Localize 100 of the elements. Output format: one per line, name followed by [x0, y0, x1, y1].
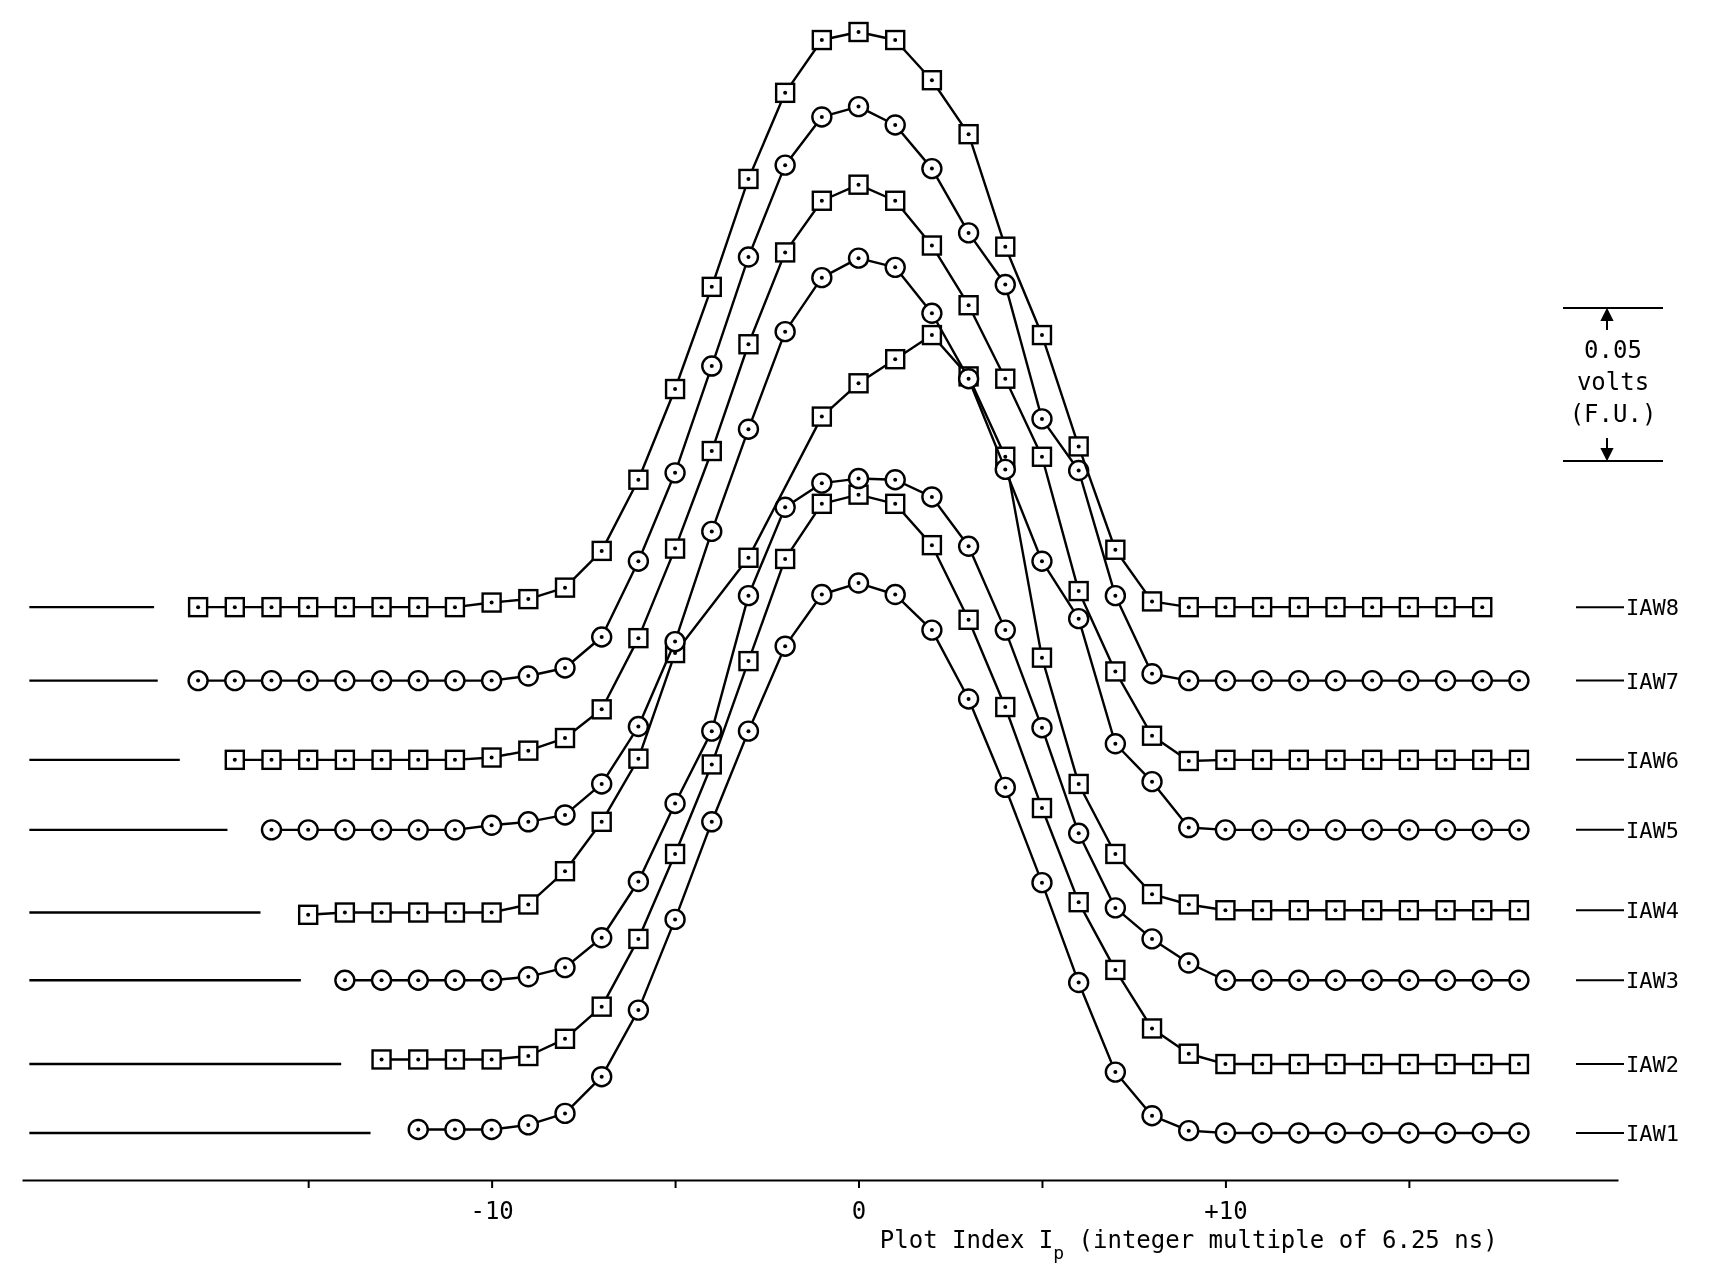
point [921, 235, 943, 256]
point [701, 720, 723, 742]
point [958, 609, 979, 630]
point [1141, 883, 1163, 905]
point [1104, 1061, 1127, 1083]
point [1068, 436, 1089, 457]
point [1324, 969, 1347, 991]
point [1398, 749, 1420, 771]
point [1067, 971, 1090, 994]
point [1031, 324, 1053, 346]
point [885, 493, 906, 515]
point [591, 927, 613, 949]
point [701, 811, 723, 833]
point [444, 1049, 466, 1070]
point [664, 630, 686, 653]
point [774, 548, 796, 570]
point [701, 754, 722, 775]
point [958, 295, 979, 316]
point [774, 635, 796, 657]
point [481, 902, 502, 923]
point [1067, 459, 1090, 482]
point [811, 266, 833, 289]
point [995, 368, 1016, 389]
point [774, 496, 796, 518]
point [737, 418, 760, 440]
point [701, 440, 722, 462]
point [1398, 669, 1420, 692]
point [554, 956, 576, 979]
point [297, 749, 319, 771]
point [811, 493, 833, 515]
point [1398, 1053, 1420, 1075]
point [921, 534, 943, 556]
point [1105, 661, 1126, 682]
point [408, 1049, 429, 1070]
point [1178, 1119, 1200, 1142]
point [737, 584, 760, 607]
point [884, 469, 906, 491]
point [1324, 669, 1347, 692]
point [480, 814, 503, 836]
point [334, 749, 356, 771]
point [738, 547, 759, 568]
point [957, 688, 980, 710]
point [921, 302, 943, 324]
legend-label: IAW7 [1626, 668, 1679, 694]
point [884, 583, 906, 606]
point [334, 669, 356, 692]
point [1325, 749, 1346, 771]
point [664, 462, 686, 484]
point [664, 538, 686, 559]
point [408, 749, 429, 771]
point [627, 870, 650, 893]
point [480, 969, 503, 991]
point [334, 969, 356, 991]
point [995, 696, 1016, 718]
point [1214, 1122, 1237, 1144]
point [518, 740, 539, 761]
x-tick-label: -10 [470, 1197, 514, 1226]
point [1361, 749, 1383, 771]
point [701, 355, 723, 377]
point [591, 996, 612, 1017]
point [554, 1102, 576, 1125]
point [1288, 900, 1309, 921]
point [774, 242, 796, 263]
point [1471, 1122, 1493, 1144]
point [1178, 1043, 1199, 1064]
point [811, 106, 833, 128]
point [1214, 819, 1237, 841]
point [737, 246, 760, 268]
point [1398, 819, 1420, 841]
point [664, 908, 686, 931]
point [1105, 959, 1126, 981]
point [1325, 596, 1346, 618]
point [480, 669, 503, 692]
point [994, 619, 1016, 641]
point [1031, 408, 1053, 430]
point [1178, 669, 1200, 692]
point [1325, 1053, 1346, 1075]
point [371, 749, 392, 771]
point [1214, 969, 1237, 991]
point [738, 334, 759, 355]
point [224, 669, 246, 692]
point [701, 276, 722, 298]
point [1251, 900, 1273, 921]
point [1141, 725, 1163, 746]
point [1178, 894, 1199, 915]
point [994, 776, 1016, 799]
point [554, 860, 576, 882]
point [1288, 819, 1310, 841]
point [518, 894, 539, 915]
point [1178, 952, 1200, 974]
legend-label: IAW6 [1626, 747, 1679, 773]
point [1434, 669, 1457, 692]
point [1251, 1053, 1273, 1075]
point [334, 819, 356, 841]
point [1288, 749, 1309, 771]
point [1361, 900, 1383, 921]
point [1434, 819, 1457, 841]
point [407, 819, 429, 841]
point [517, 1114, 540, 1136]
point [591, 773, 613, 795]
